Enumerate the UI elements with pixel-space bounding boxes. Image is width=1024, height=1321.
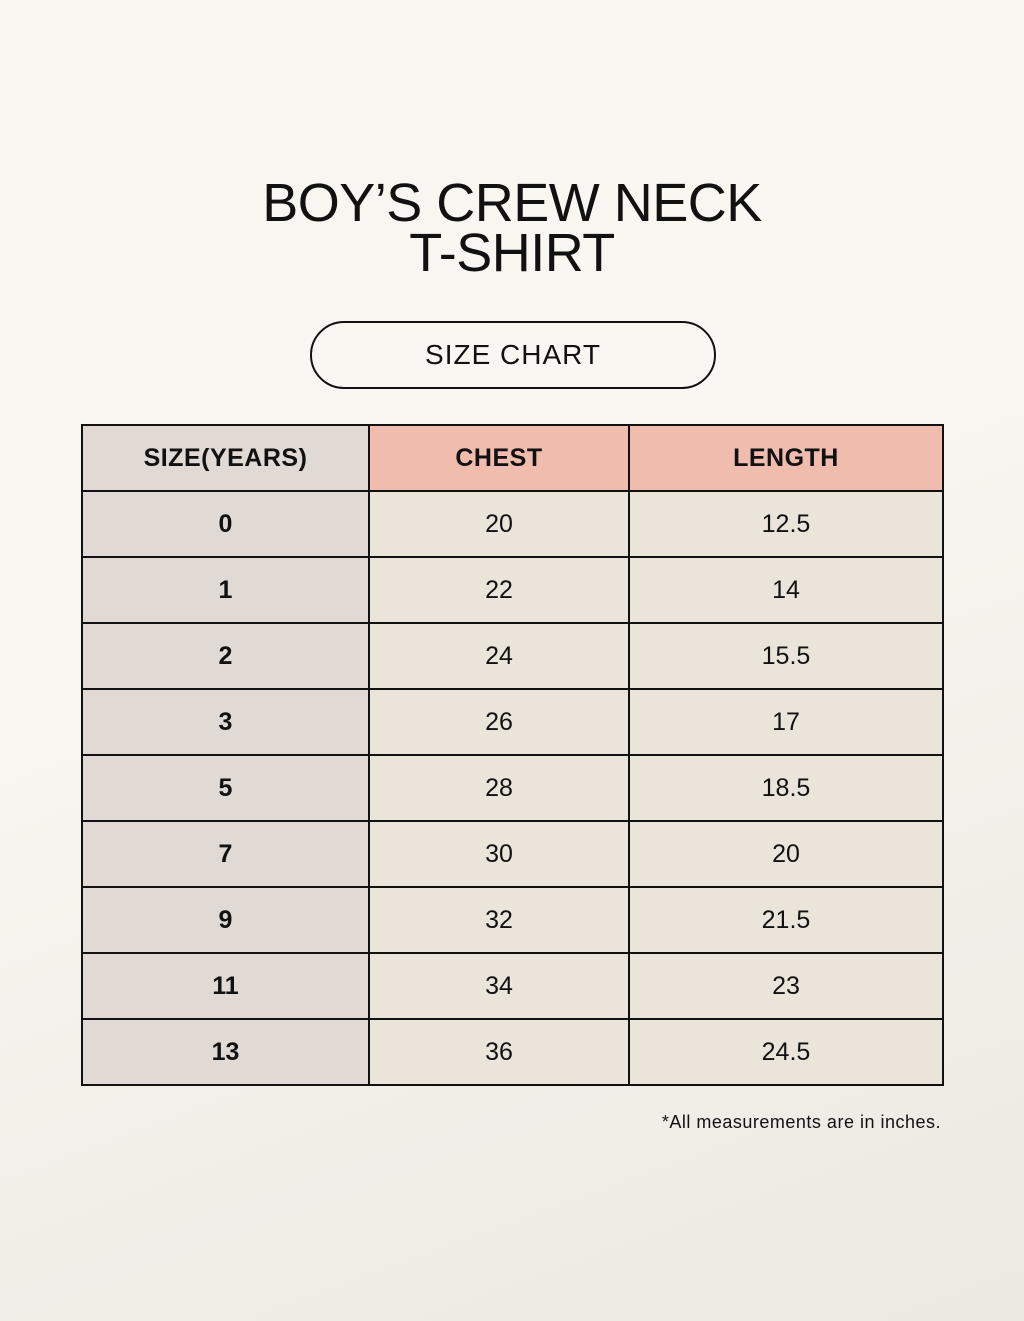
cell-size: 3 [81,688,370,756]
cell-chest: 36 [368,1018,630,1086]
table-row: 9 32 21.5 [81,886,945,954]
table-row: 0 20 12.5 [81,490,945,558]
cell-size: 5 [81,754,370,822]
cell-size: 2 [81,622,370,690]
size-chart-table: SIZE(YEARS) CHEST LENGTH 0 20 12.5 1 22 14 2 24… [81,424,945,1086]
cell-chest: 30 [368,820,630,888]
cell-chest: 22 [368,556,630,624]
table-row: 2 24 15.5 [81,622,945,690]
footnote: *All measurements are in inches. [661,1112,941,1132]
header-length: LENGTH [627,424,945,492]
cell-size: 1 [81,556,370,624]
header-size: SIZE(YEARS) [81,424,370,492]
cell-length: 23 [627,952,945,1020]
cell-chest: 24 [368,622,630,690]
cell-length: 18.5 [627,754,945,822]
table-row: 5 28 18.5 [81,754,945,822]
header-chest: CHEST [368,424,630,492]
cell-length: 20 [627,820,945,888]
table-row: 13 36 24.5 [81,1018,945,1086]
cell-chest: 28 [368,754,630,822]
cell-size: 11 [81,952,370,1020]
cell-length: 24.5 [627,1018,945,1086]
cell-chest: 20 [368,490,630,558]
cell-chest: 34 [368,952,630,1020]
title-line-1: BOY’S CREW NECK [262,173,762,233]
table-row: 7 30 20 [81,820,945,888]
page-title: BOY’S CREW NECK T-SHIRT [0,173,1024,283]
cell-length: 14 [627,556,945,624]
title-line-2: T-SHIRT [409,223,615,283]
cell-length: 21.5 [627,886,945,954]
cell-length: 12.5 [627,490,945,558]
cell-length: 15.5 [627,622,945,690]
cell-size: 0 [81,490,370,558]
table-row: 1 22 14 [81,556,945,624]
cell-chest: 32 [368,886,630,954]
table-row: 3 26 17 [81,688,945,756]
cell-length: 17 [627,688,945,756]
cell-size: 7 [81,820,370,888]
cell-size: 9 [81,886,370,954]
cell-chest: 26 [368,688,630,756]
cell-size: 13 [81,1018,370,1086]
size-chart-label: SIZE CHART [310,321,716,389]
table-row: 11 34 23 [81,952,945,1020]
table-header-row: SIZE(YEARS) CHEST LENGTH [81,424,945,492]
